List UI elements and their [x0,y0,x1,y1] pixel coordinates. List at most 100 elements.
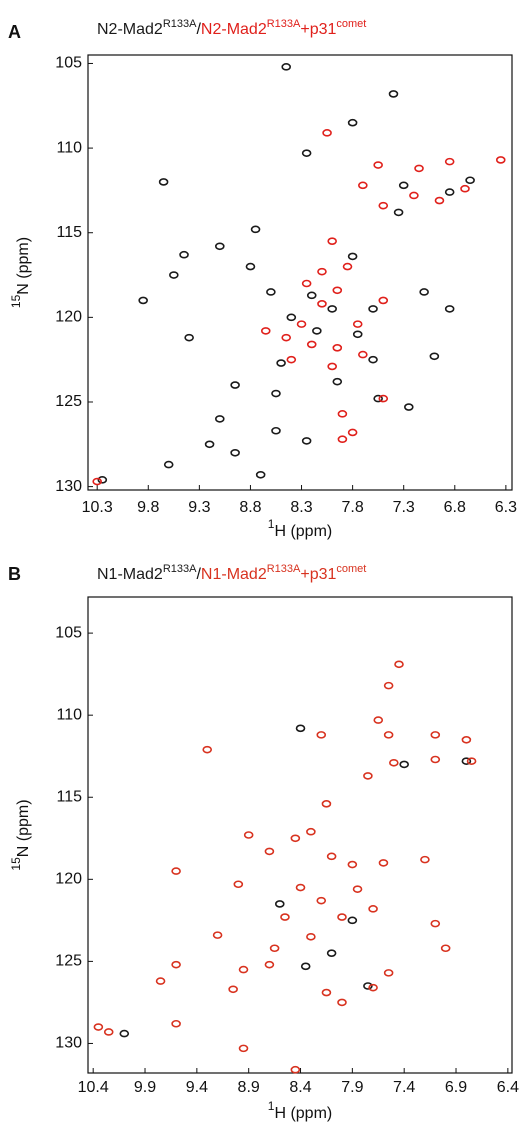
y-tick-label: 105 [55,55,82,72]
legend-entry: +p31 [300,21,336,38]
peak [250,225,261,234]
peak [347,118,358,127]
peak [465,176,475,185]
x-axis-label: 1H (ppm) [268,517,332,540]
peak [233,880,244,889]
peak [363,982,373,990]
peak [316,896,327,905]
peak [394,660,404,669]
legend-entry: R133A [163,563,197,575]
peak [388,90,399,98]
peak [430,919,441,928]
y-tick-label: 120 [55,309,82,326]
peak [238,1044,249,1053]
legend-separator: / [196,566,201,583]
y-tick-label: 125 [55,953,82,970]
peak [399,760,409,769]
x-tick-label: 6.3 [495,499,517,516]
peak [93,1023,104,1031]
peak [103,1028,114,1036]
legend-entry: comet [336,563,366,575]
peak [280,913,290,921]
peak [264,960,275,969]
peak [276,359,286,367]
peak [373,716,384,724]
x-axis-label-sup: 1 [268,517,275,531]
peak [296,320,307,328]
peak [290,1065,301,1074]
legend-title: N1-Mad2R133A/N1-Mad2R133A+p31comet [97,563,366,583]
peak [342,262,353,271]
x-tick-label: 7.3 [393,499,415,516]
peak [295,883,306,892]
peak [444,188,455,196]
peak [358,181,368,190]
x-tick-label: 8.9 [238,1079,260,1096]
peak [327,237,337,245]
peak [337,998,347,1007]
plot-frame [87,54,513,491]
peak [352,320,363,328]
panel-label: B [8,564,21,584]
peak [327,362,337,371]
peak [171,1019,181,1028]
x-tick-label: 9.9 [134,1079,156,1096]
peak [332,377,343,386]
peak [378,296,389,305]
peak [184,333,194,342]
peak [271,389,281,398]
peak [171,960,181,969]
peak [202,745,213,754]
peak [286,355,297,364]
peak [230,448,240,457]
peak [368,305,378,313]
peak [171,867,181,875]
peak [332,344,343,352]
peak [337,435,348,444]
peak [430,755,441,764]
peak [214,415,225,423]
legend-entry: +p31 [300,566,336,583]
peak [281,333,292,342]
peak [326,949,337,957]
peak [347,428,358,437]
peak [322,129,332,137]
peak [238,965,249,974]
peak [434,196,445,205]
x-tick-label: 7.4 [393,1079,415,1096]
x-axis-label-sup: 1 [268,1099,275,1113]
x-tick-label: 10.3 [82,499,113,516]
peak [286,313,297,322]
y-tick-label: 110 [56,139,82,156]
x-tick-label: 9.3 [188,499,210,516]
peak [373,161,383,169]
peak [306,932,316,941]
peak [306,827,316,836]
peak [204,440,215,449]
x-tick-label: 10.4 [78,1079,109,1096]
y-tick-label: 130 [55,478,82,495]
y-axis-label: 15N (ppm) [9,237,32,308]
y-axis-label-sup: 15 [9,857,23,871]
peak [327,305,337,313]
peak [420,855,430,864]
peak [312,327,322,335]
peak [347,916,358,925]
x-axis-label-text: H (ppm) [274,523,332,540]
y-tick-label: 110 [56,706,82,723]
peak [245,262,256,271]
legend-entry: N1-Mad2 [201,566,267,583]
peak [440,944,451,953]
peak [179,250,189,259]
y-axis-label-sup: 15 [9,294,23,308]
x-tick-label: 6.8 [444,499,466,516]
peak [321,800,332,808]
peak [290,834,301,843]
peak [301,279,312,288]
peak [271,426,281,435]
peak [337,410,348,418]
peak [281,63,292,71]
legend-entry: R133A [267,563,301,575]
peak [461,757,472,765]
